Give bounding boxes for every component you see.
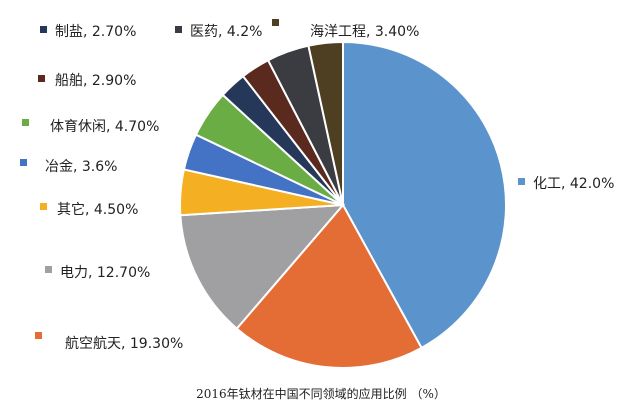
pie-slice-2 [179,203,346,331]
legend-marker-6 [40,26,47,33]
data-label-6: 制盐, 2.70% [55,24,137,40]
data-label-9: 海洋工程, 3.40% [310,24,420,40]
data-label-8: 医药, 4.2% [190,24,263,40]
data-label-3: 其它, 4.50% [57,202,139,218]
legend-marker-2 [45,266,52,273]
pie-slice-9 [307,40,344,206]
legend-marker-9 [272,19,279,26]
data-label-7: 船舶, 2.90% [55,73,137,89]
pie-slice-0 [342,40,507,350]
legend-marker-1 [35,332,42,339]
data-label-5: 体育休闲, 4.70% [50,119,160,135]
data-label-0: 化工, 42.0% [533,176,615,192]
legend-marker-3 [40,203,47,210]
legend-marker-4 [20,159,27,166]
legend-marker-5 [22,119,29,126]
legend-marker-8 [175,26,182,33]
legend-marker-0 [518,178,525,185]
chart-title: 2016年钛材在中国不同领域的应用比例 （%） [196,387,446,401]
legend-marker-7 [38,75,45,82]
pie-slice-1 [235,203,423,369]
data-label-2: 电力, 12.70% [60,265,151,281]
data-label-1: 航空航天, 19.30% [65,336,184,352]
data-label-4: 冶金, 3.6% [45,159,118,175]
